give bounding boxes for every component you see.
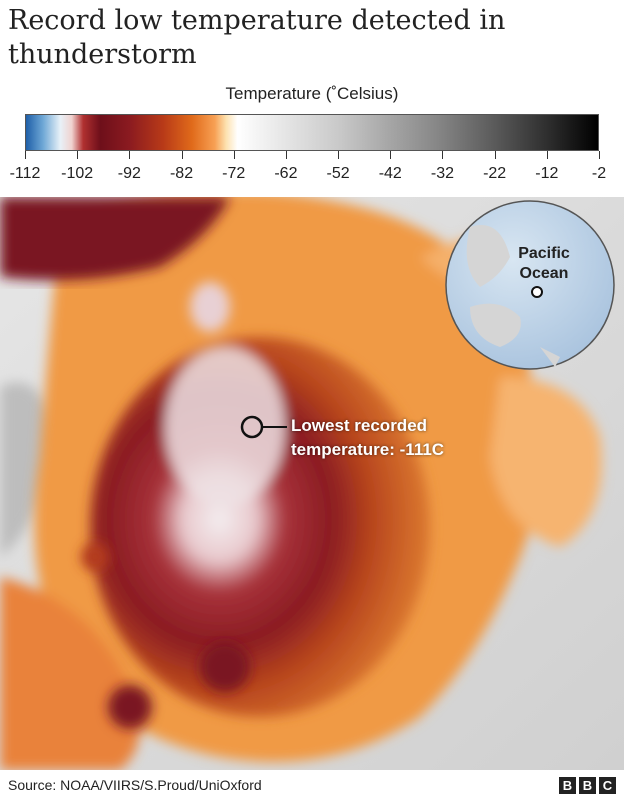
colorbar-tick-label: -12 — [535, 165, 559, 182]
colorbar-tick-label: -92 — [117, 165, 141, 182]
colorbar-tick — [25, 151, 26, 159]
colorbar-tick — [285, 151, 287, 159]
globe-label-line-1: Pacific — [518, 245, 570, 262]
annotation-line-1: Lowest recorded — [291, 416, 428, 435]
chart-title: Record low temperature detected in thund… — [8, 5, 506, 70]
colorbar-tick — [233, 151, 235, 159]
lowest-temperature-annotation: Lowest recorded temperature: -111C — [291, 414, 444, 462]
colorbar-tick-labels: -112 -102 -92 -82 -72 -62 -52 -42 -32 -22 -12 -2 — [0, 165, 624, 187]
colorbar-tick-label: -62 — [274, 165, 298, 182]
colorbar-tick — [77, 151, 79, 159]
colorbar-tick-label: -102 — [61, 165, 94, 182]
colorbar-tick — [494, 151, 496, 159]
colorbar-tick-label: -42 — [378, 165, 402, 182]
colorbar-tick-label: -72 — [222, 165, 246, 182]
colorbar-tick-label: -82 — [169, 165, 194, 182]
globe-label-line-2: Ocean — [519, 265, 569, 282]
satellite-map — [0, 197, 624, 770]
colorbar-tick — [442, 151, 444, 159]
locator-globe — [445, 200, 615, 370]
colorbar-tick-label: -52 — [326, 165, 350, 182]
colorbar-tick-label: -112 — [9, 165, 41, 182]
colorbar-tick — [181, 151, 183, 159]
colorbar-tick — [129, 151, 131, 159]
colorbar-ticks — [25, 151, 600, 159]
location-marker — [531, 286, 543, 298]
colorbar-tick — [546, 151, 548, 159]
bbc-letter-c: C — [599, 777, 616, 794]
legend-label: Temperature (˚Celsius) — [225, 84, 399, 103]
annotation-line-2: temperature: -111C — [291, 440, 445, 459]
colorbar-tick-label: -2 — [591, 165, 607, 182]
colorbar-tick-label: -32 — [430, 165, 455, 182]
thunderstorm-image — [0, 197, 624, 770]
bbc-letter-b1: B — [559, 777, 576, 794]
globe-label: Pacific Ocean — [514, 244, 574, 284]
bbc-letter-b2: B — [579, 777, 596, 794]
source-credit: Source: NOAA/VIIRS/S.Proud/UniOxford — [8, 777, 262, 793]
colorbar-tick — [599, 151, 600, 159]
colorbar-tick-label: -22 — [483, 165, 507, 182]
temperature-colorbar — [25, 114, 599, 151]
colorbar-tick — [390, 151, 392, 159]
bbc-logo: B B C — [559, 777, 616, 794]
colorbar-tick — [338, 151, 340, 159]
